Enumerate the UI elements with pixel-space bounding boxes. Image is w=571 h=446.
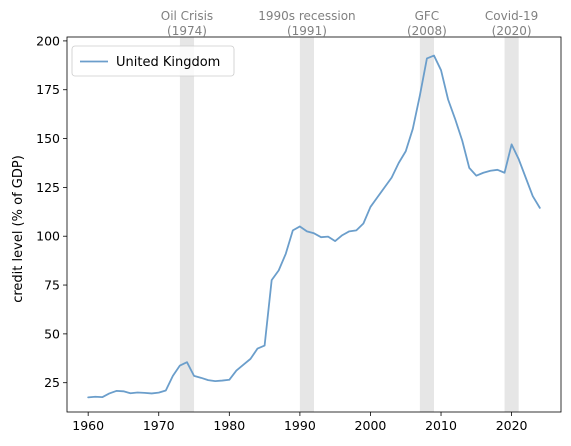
x-tick-label-1960: 1960 bbox=[72, 418, 104, 433]
event-label-1: 1990s recession bbox=[258, 9, 355, 23]
plot-frame bbox=[66, 36, 562, 413]
y-tick-label-200: 200 bbox=[36, 33, 60, 48]
event-annotations: Oil Crisis(1974) 1990s recession(1991) GFC… bbox=[161, 9, 539, 38]
event-label-3: Covid-19 bbox=[485, 9, 538, 23]
y-axis: 25 50 75 100 125 150 175 200 bbox=[36, 33, 67, 390]
event-band-0 bbox=[179, 37, 195, 412]
x-axis: 1960 1970 1980 1990 2000 2010 2020 bbox=[72, 412, 528, 433]
event-shading-layer bbox=[179, 37, 519, 412]
legend-label-united-kingdom: United Kingdom bbox=[116, 55, 220, 70]
y-tick-label-150: 150 bbox=[36, 131, 60, 146]
legend: United Kingdom bbox=[71, 45, 235, 77]
legend-box bbox=[71, 45, 235, 77]
y-tick-label-100: 100 bbox=[36, 229, 60, 244]
x-tick-label-1990: 1990 bbox=[284, 418, 316, 433]
y-tick-label-125: 125 bbox=[36, 180, 60, 195]
x-tick-label-1970: 1970 bbox=[143, 418, 175, 433]
y-tick-label-175: 175 bbox=[36, 82, 60, 97]
event-band-2 bbox=[419, 37, 434, 412]
event-label-0: Oil Crisis bbox=[161, 9, 213, 23]
event-year-1: (1991) bbox=[287, 24, 327, 38]
y-tick-label-50: 50 bbox=[44, 326, 60, 341]
event-year-0: (1974) bbox=[167, 24, 207, 38]
event-label-2: GFC bbox=[415, 9, 440, 23]
event-band-1 bbox=[299, 37, 314, 412]
event-year-3: (2020) bbox=[492, 24, 532, 38]
series-line-0 bbox=[87, 54, 541, 399]
series-line-layer bbox=[87, 54, 541, 399]
event-band-3 bbox=[504, 37, 519, 412]
x-tick-label-2010: 2010 bbox=[425, 418, 457, 433]
y-tick-label-75: 75 bbox=[44, 278, 60, 293]
x-tick-label-2020: 2020 bbox=[496, 418, 528, 433]
y-tick-label-25: 25 bbox=[44, 375, 60, 390]
y-axis-label: credit level (% of GDP) bbox=[11, 155, 26, 303]
event-year-2: (2008) bbox=[407, 24, 447, 38]
x-tick-label-1980: 1980 bbox=[213, 418, 245, 433]
x-tick-label-2000: 2000 bbox=[355, 418, 387, 433]
